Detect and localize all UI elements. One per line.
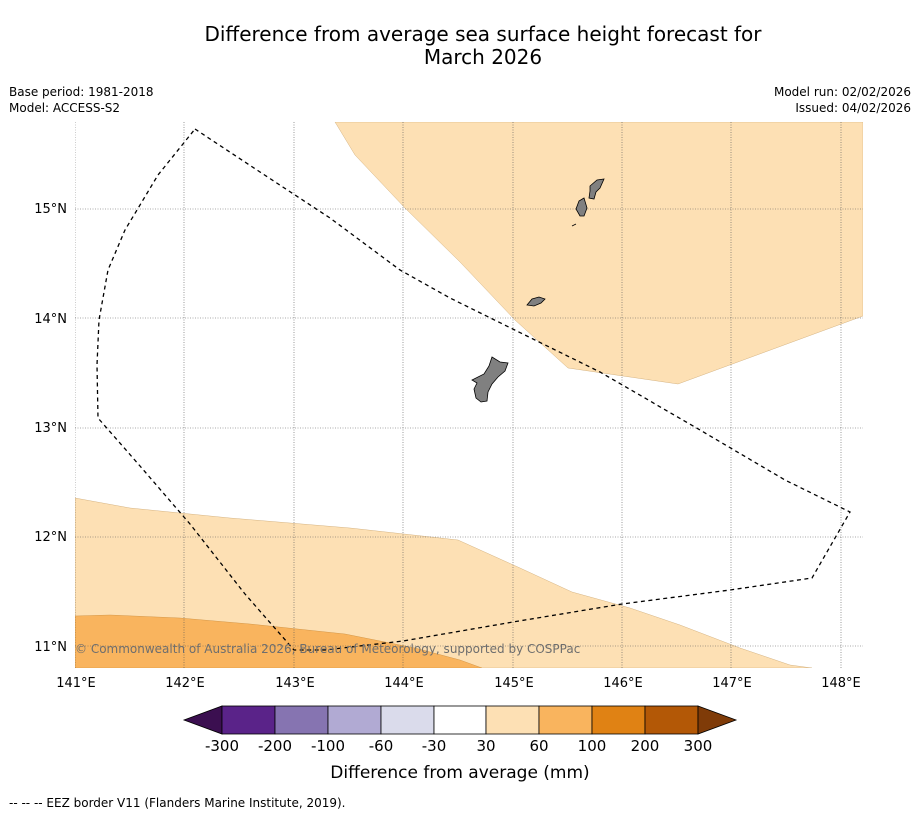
lon-label: 143°E xyxy=(275,676,315,691)
colorbar-bin xyxy=(274,705,329,735)
lon-label: 148°E xyxy=(821,676,861,691)
meta-left: Base period: 1981-2018 Model: ACCESS-S2 xyxy=(9,84,154,116)
island-guam xyxy=(471,356,509,403)
lon-label: 145°E xyxy=(494,676,534,691)
colorbar-bin xyxy=(485,705,540,735)
latitude-labels: 15°N 14°N 13°N 12°N 11°N xyxy=(34,202,67,655)
colorbar-bin xyxy=(538,705,593,735)
map-title: Difference from average sea surface heig… xyxy=(0,23,919,69)
title-line-2: March 2026 xyxy=(423,45,543,69)
lon-label: 142°E xyxy=(165,676,205,691)
island-saipan xyxy=(588,178,605,200)
lon-label: 141°E xyxy=(56,676,96,691)
eez-border xyxy=(96,128,851,651)
meta-right: Model run: 02/02/2026 Issued: 04/02/2026 xyxy=(774,84,911,116)
colorbar-extend-low xyxy=(182,705,223,735)
anomaly-region-60-100-south xyxy=(75,614,483,668)
graticule xyxy=(75,122,863,668)
colorbar-tick: 100 xyxy=(578,737,607,755)
colorbar-bin xyxy=(221,705,276,735)
colorbar-bin xyxy=(433,705,487,735)
colorbar-bin xyxy=(380,705,435,735)
islands xyxy=(471,178,605,403)
colorbar xyxy=(182,705,738,735)
lon-label: 144°E xyxy=(384,676,424,691)
lat-label: 12°N xyxy=(34,530,67,545)
island-rota xyxy=(526,296,546,307)
colorbar-tick: 300 xyxy=(684,737,713,755)
colorbar-tick: 60 xyxy=(529,737,548,755)
anomaly-region-30-60-north xyxy=(334,122,863,385)
colorbar-tick: -200 xyxy=(258,737,292,755)
lat-label: 14°N xyxy=(34,312,67,327)
colorbar-tick: -30 xyxy=(422,737,447,755)
map-plot-area: © Commonwealth of Australia 2026, Bureau… xyxy=(75,122,863,668)
title-line-1: Difference from average sea surface heig… xyxy=(204,22,762,46)
colorbar-bin xyxy=(327,705,382,735)
colorbar-tick: 200 xyxy=(631,737,660,755)
longitude-labels: 141°E 142°E 143°E 144°E 145°E 146°E 147°… xyxy=(56,676,861,691)
colorbar-tick: 30 xyxy=(476,737,495,755)
island-tinian xyxy=(575,197,588,217)
lat-label: 11°N xyxy=(34,640,67,655)
colorbar-bin xyxy=(644,705,699,735)
colorbar-tick: -300 xyxy=(205,737,239,755)
colorbar-extend-high xyxy=(697,705,738,735)
issued-date: Issued: 04/02/2026 xyxy=(795,101,911,115)
colorbar-bin xyxy=(591,705,646,735)
copyright-watermark: © Commonwealth of Australia 2026, Bureau… xyxy=(75,642,580,656)
eez-footnote: -- -- -- EEZ border V11 (Flanders Marine… xyxy=(9,796,346,810)
lon-label: 146°E xyxy=(603,676,643,691)
model-name: Model: ACCESS-S2 xyxy=(9,101,121,115)
model-run: Model run: 02/02/2026 xyxy=(773,85,911,99)
colorbar-label: Difference from average (mm) xyxy=(330,763,589,783)
island-aguijan xyxy=(571,223,577,227)
lat-label: 15°N xyxy=(34,202,67,217)
colorbar-ticks: -300 -200 -100 -60 -30 30 60 100 200 300 xyxy=(205,737,712,755)
base-period: Base period: 1981-2018 xyxy=(9,85,154,99)
colorbar-tick: -60 xyxy=(369,737,394,755)
lat-label: 13°N xyxy=(34,421,67,436)
colorbar-tick: -100 xyxy=(311,737,345,755)
lon-label: 147°E xyxy=(712,676,752,691)
